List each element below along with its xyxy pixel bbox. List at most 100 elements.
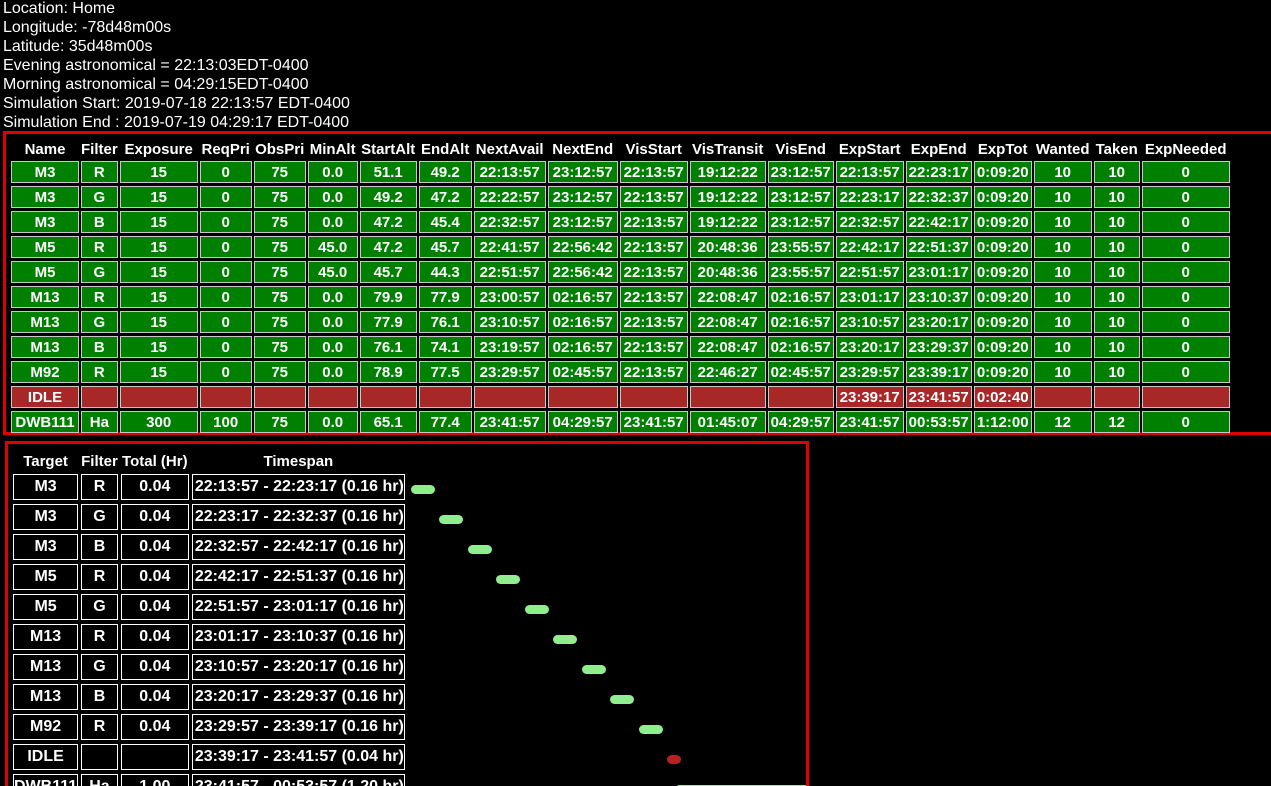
header-row: Name Filter Exposure ReqPri ObsPri MinAlt Star… (11, 140, 1230, 158)
table-cell: 19:12:22 (689, 186, 766, 208)
table-cell: 23:10:37 (905, 286, 972, 308)
table-cell: 78.9 (359, 361, 417, 383)
schedule-cell: 0.04 (120, 714, 189, 740)
table-cell: 10 (1033, 211, 1092, 233)
table-row: M3 B 15 0 75 0.0 47.2 45.4 22:32:57 23:12:57 22:13… (11, 211, 1230, 233)
table-cell: 22:51:57 (835, 261, 904, 283)
table-cell: 0.0 (307, 186, 358, 208)
table-cell: G (81, 311, 118, 333)
schedule-cell: M5 (13, 564, 79, 590)
schedule-cell: DWB111 (13, 774, 79, 786)
table-cell: 22:32:57 (473, 211, 546, 233)
table-cell: 22:13:57 (619, 261, 688, 283)
schedule-row: M13 G 0.04 23:10:57 - 23:20:17 (0.16 hr) (13, 654, 405, 680)
table-cell: R (81, 161, 118, 183)
table-cell: 75 (253, 161, 306, 183)
table-cell: 23:29:37 (905, 336, 972, 358)
table-cell: 22:08:47 (689, 311, 766, 333)
table-cell: 22:13:57 (619, 336, 688, 358)
table-cell (359, 386, 417, 408)
table-cell: 23:12:57 (767, 211, 834, 233)
table-cell: 10 (1033, 236, 1092, 258)
table-cell: 15 (119, 211, 198, 233)
table-cell: 15 (119, 361, 198, 383)
schedule-row: M13 R 0.04 23:01:17 - 23:10:37 (0.16 hr) (13, 624, 405, 650)
table-cell: 0.0 (307, 361, 358, 383)
table-cell: 23:01:17 (835, 286, 904, 308)
target-table: Name Filter Exposure ReqPri ObsPri MinAlt Star… (9, 137, 1232, 436)
table-cell: 22:13:57 (619, 211, 688, 233)
table-cell: M5 (11, 261, 79, 283)
table-cell (307, 386, 358, 408)
table-cell: 22:08:47 (689, 336, 766, 358)
table-cell: 10 (1093, 261, 1140, 283)
table-cell: 0.0 (307, 211, 358, 233)
schedule-cell: 23:39:17 - 23:41:57 (0.04 hr) (191, 744, 405, 770)
column-header: ExpStart (838, 140, 901, 158)
column-header: NextEnd (552, 140, 614, 158)
table-cell: 10 (1093, 336, 1140, 358)
table-cell: 74.1 (418, 336, 472, 358)
column-header: NextAvail (475, 140, 544, 158)
table-cell: M5 (11, 236, 79, 258)
table-cell: 02:16:57 (767, 311, 834, 333)
table-cell: DWB111 (11, 411, 79, 433)
table-cell: 300 (119, 411, 198, 433)
column-header: EndAlt (421, 140, 470, 158)
table-cell: M3 (11, 161, 79, 183)
schedule-row: M5 G 0.04 22:51:57 - 23:01:17 (0.16 hr) (13, 594, 405, 620)
table-cell (253, 386, 306, 408)
table-row: M13 R 15 0 75 0.0 79.9 77.9 23:00:57 02:16:57 22:1… (11, 286, 1230, 308)
table-cell: 22:13:57 (619, 236, 688, 258)
table-cell: 10 (1033, 261, 1092, 283)
table-cell: 10 (1033, 361, 1092, 383)
table-cell: 10 (1093, 161, 1140, 183)
target-table-panel: Name Filter Exposure ReqPri ObsPri MinAlt Star… (0, 131, 1271, 441)
timeline-bar (610, 695, 634, 704)
target-table-frame: Name Filter Exposure ReqPri ObsPri MinAlt Star… (3, 131, 1271, 435)
table-cell: 02:45:57 (767, 361, 834, 383)
schedule-cell: 0.04 (120, 654, 189, 680)
schedule-row: M3 B 0.04 22:32:57 - 22:42:17 (0.16 hr) (13, 534, 405, 560)
table-cell: 45.4 (418, 211, 472, 233)
table-cell: 23:20:17 (835, 336, 904, 358)
schedule-cell: M3 (13, 504, 79, 530)
table-row: M3 R 15 0 75 0.0 51.1 49.2 22:13:57 23:12:57 22:13… (11, 161, 1230, 183)
table-cell: R (81, 361, 118, 383)
table-cell: 23:41:57 (905, 386, 972, 408)
table-cell: 22:08:47 (689, 286, 766, 308)
table-cell: 23:39:17 (905, 361, 972, 383)
table-cell (619, 386, 688, 408)
table-cell: 22:56:42 (547, 236, 618, 258)
table-cell: 22:13:57 (473, 161, 546, 183)
schedule-cell: M13 (13, 654, 79, 680)
table-cell: Ha (81, 411, 118, 433)
table-cell: 23:10:57 (835, 311, 904, 333)
column-header: ObsPri (255, 140, 305, 158)
table-cell: 75 (253, 311, 306, 333)
column-header: Total (Hr) (122, 453, 188, 470)
table-cell: 0.0 (307, 411, 358, 433)
table-cell: 75 (253, 336, 306, 358)
table-cell (689, 386, 766, 408)
schedule-cell: G (81, 654, 118, 680)
table-cell: 23:12:57 (767, 186, 834, 208)
table-cell: 77.9 (418, 286, 472, 308)
schedule-cell: R (81, 624, 118, 650)
table-cell: 22:23:17 (835, 186, 904, 208)
table-row: M13 G 15 0 75 0.0 77.9 76.1 23:10:57 02:16:57 22:1… (11, 311, 1230, 333)
table-cell: 23:55:57 (767, 261, 834, 283)
table-cell: 23:39:17 (835, 386, 904, 408)
table-cell: 0 (199, 211, 252, 233)
schedule-cell: R (81, 564, 118, 590)
table-cell: 02:16:57 (767, 286, 834, 308)
timeline-bar (411, 485, 435, 494)
table-cell: 76.1 (418, 311, 472, 333)
schedule-cell: 0.04 (120, 564, 189, 590)
table-cell: B (81, 336, 118, 358)
table-row: M92 R 15 0 75 0.0 78.9 77.5 23:29:57 02:45:57 22:1… (11, 361, 1230, 383)
table-cell: 15 (119, 236, 198, 258)
table-cell: 23:29:57 (473, 361, 546, 383)
table-cell: 23:20:17 (905, 311, 972, 333)
